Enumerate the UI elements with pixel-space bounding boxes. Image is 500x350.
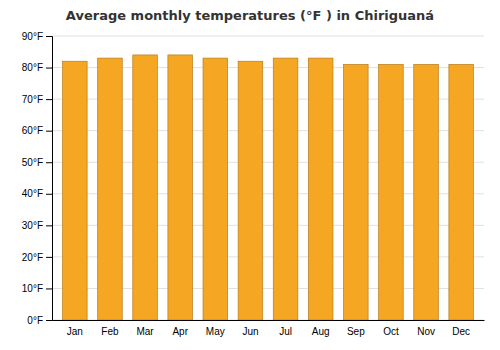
- x-tick: Feb: [101, 326, 119, 337]
- y-tick: 40°F: [22, 188, 52, 199]
- plot: 0°F 10°F 20°F 30°F 40°F 50°F 60°F 70°F 80°F 90°F J…: [22, 31, 485, 337]
- y-tick-mark: [46, 162, 52, 163]
- chart: Average monthly temperatures (°F ) in Ch…: [0, 0, 500, 350]
- y-tick: 60°F: [22, 125, 52, 136]
- bar: [414, 64, 439, 320]
- bar: [63, 61, 88, 320]
- bars: [63, 55, 474, 320]
- grid: [52, 36, 484, 320]
- x-tick: May: [206, 326, 225, 337]
- y-tick-mark: [46, 36, 52, 37]
- y-tick-label: 60°F: [22, 125, 43, 136]
- y-tick-mark: [46, 257, 52, 258]
- x-tick: Nov: [417, 326, 435, 337]
- bar: [238, 61, 263, 320]
- y-tick-mark: [46, 131, 52, 132]
- y-tick: 50°F: [22, 157, 52, 168]
- x-tick: Sep: [347, 326, 365, 337]
- y-tick: 70°F: [22, 94, 52, 105]
- y-tick: 80°F: [22, 62, 52, 73]
- x-tick: Jan: [67, 326, 83, 337]
- x-tick-label: Jan: [67, 326, 83, 337]
- x-tick-label: Nov: [417, 326, 435, 337]
- bar: [308, 58, 333, 320]
- y-axis: 0°F 10°F 20°F 30°F 40°F 50°F 60°F 70°F 80°F 90°F: [22, 31, 53, 326]
- y-tick-label: 10°F: [22, 283, 43, 294]
- bar: [344, 64, 369, 320]
- bar: [98, 58, 123, 320]
- x-tick-label: Sep: [347, 326, 365, 337]
- y-tick-mark: [46, 68, 52, 69]
- bar: [133, 55, 158, 320]
- y-tick: 20°F: [22, 252, 52, 263]
- y-tick: 30°F: [22, 220, 52, 231]
- y-tick-mark: [46, 320, 52, 321]
- y-tick-label: 70°F: [22, 94, 43, 105]
- x-tick: Jul: [279, 326, 292, 337]
- bar: [449, 64, 474, 320]
- bar: [203, 58, 228, 320]
- x-tick-label: Apr: [172, 326, 188, 337]
- x-tick-label: Oct: [383, 326, 399, 337]
- y-axis-line: [46, 37, 53, 321]
- x-tick: Mar: [136, 326, 154, 337]
- title: Average monthly temperatures (°F ) in Ch…: [66, 8, 434, 23]
- grid-line: [52, 36, 484, 37]
- x-tick: Oct: [383, 326, 399, 337]
- y-tick-label: 20°F: [22, 252, 43, 263]
- y-tick-label: 30°F: [22, 220, 43, 231]
- x-axis: Jan Feb Mar Apr May Jun Jul Aug Sep Oct Nov Dec: [53, 321, 485, 338]
- x-tick: Jun: [242, 326, 258, 337]
- x-tick-label: Jun: [242, 326, 258, 337]
- x-tick: Aug: [312, 326, 330, 337]
- x-axis-line: [53, 320, 485, 321]
- bar: [379, 64, 404, 320]
- y-tick-label: 90°F: [22, 31, 43, 42]
- x-tick: Apr: [172, 326, 188, 337]
- y-tick: 0°F: [27, 315, 52, 326]
- bar: [273, 58, 298, 320]
- x-tick-label: Aug: [312, 326, 330, 337]
- x-tick-label: Dec: [452, 326, 470, 337]
- y-tick-mark: [46, 225, 52, 226]
- y-tick: 90°F: [22, 31, 52, 42]
- y-tick-label: 0°F: [27, 315, 43, 326]
- x-tick-label: Jul: [279, 326, 292, 337]
- y-tick-label: 40°F: [22, 188, 43, 199]
- x-tick-label: Mar: [136, 326, 154, 337]
- x-tick-label: May: [206, 326, 225, 337]
- y-tick-mark: [46, 288, 52, 289]
- y-tick: 10°F: [22, 283, 52, 294]
- x-tick-label: Feb: [101, 326, 119, 337]
- bar: [168, 55, 193, 320]
- y-tick-mark: [46, 194, 52, 195]
- x-tick: Dec: [452, 326, 470, 337]
- y-tick-label: 80°F: [22, 62, 43, 73]
- y-tick-mark: [46, 99, 52, 100]
- y-tick-label: 50°F: [22, 157, 43, 168]
